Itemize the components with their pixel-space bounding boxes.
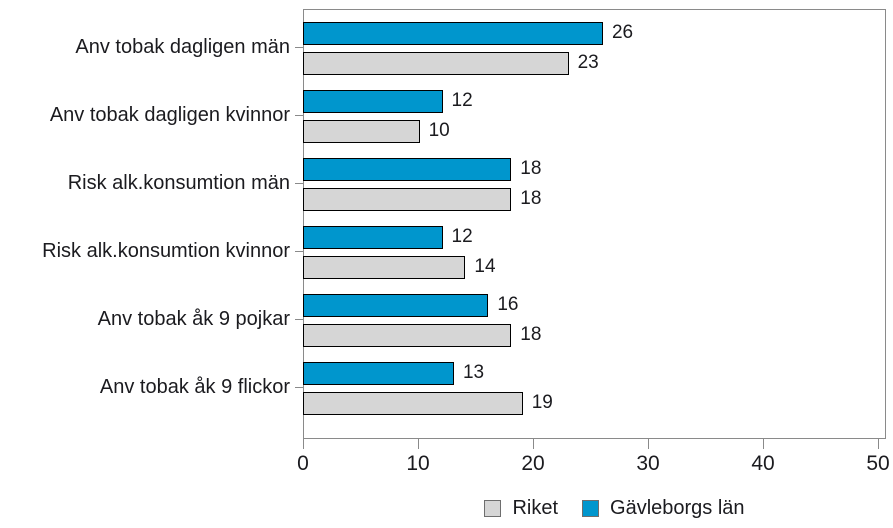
bar-value-label: 18 [520,158,542,179]
category-tick [295,183,303,184]
bar-riket: 19 [303,391,553,415]
x-axis-label: 20 [521,452,545,475]
bar-value-label: 12 [451,226,473,247]
bar-gavleborgs-lan: 16 [303,293,518,317]
bar-riket: 23 [303,51,599,75]
legend-swatch-icon [484,500,502,517]
category-tick [295,319,303,320]
x-axis-label: 0 [297,452,309,475]
bar-value-label: 18 [520,188,542,209]
category-tick [295,47,303,48]
bar-value-label: 16 [497,294,519,315]
category-tick [295,115,303,116]
category-label: Anv tobak åk 9 flickor [99,375,290,398]
bar-value-label: 26 [611,22,634,43]
x-axis-tick [533,439,534,449]
x-axis-tick [878,439,879,449]
bar-group: 18 18 [303,150,885,218]
bar-value-label: 10 [428,120,450,141]
category-label: Risk alk.konsumtion män [67,171,290,194]
x-axis-tick [648,439,649,449]
x-axis-label: 30 [636,452,660,475]
bar-gavleborgs-lan: 18 [303,157,541,181]
bar-value-label: 23 [577,52,599,73]
bar-value-label: 12 [451,90,473,111]
legend-swatch-icon [582,500,600,517]
x-axis-label: 50 [866,452,890,475]
category-label: Anv tobak dagligen män [75,35,290,58]
legend-item-gavleborgs-lan: Gävleborgs län [582,497,745,520]
bar-group: 13 19 [303,354,885,422]
legend-label: Riket [512,497,559,519]
y-axis: Anv tobak dagligen män Anv tobak daglige… [0,9,303,439]
bar-group: 26 23 [303,14,885,82]
x-axis-tick [763,439,764,449]
category-label: Anv tobak åk 9 pojkar [97,307,290,330]
category-label: Risk alk.konsumtion kvinnor [42,239,290,262]
bar-value-label: 18 [520,324,542,345]
bar-gavleborgs-lan: 12 [303,225,473,249]
bar-riket: 10 [303,119,450,143]
bar-group: 12 10 [303,82,885,150]
legend-label: Gävleborgs län [610,497,745,519]
bar-riket: 18 [303,187,541,211]
bar-group: 12 14 [303,218,885,286]
legend-item-riket: Riket [484,497,558,520]
category-label: Anv tobak dagligen kvinnor [49,103,290,126]
x-axis-tick [303,439,304,449]
category-tick [295,387,303,388]
bar-gavleborgs-lan: 26 [303,21,633,45]
x-axis: 0 10 20 30 40 50 [297,439,890,487]
bar-riket: 14 [303,255,496,279]
bar-value-label: 19 [531,392,553,413]
plot-area: 26 23 12 10 18 18 12 [303,9,886,439]
bar-value-label: 14 [474,256,496,277]
x-axis-tick [418,439,419,449]
bar-gavleborgs-lan: 12 [303,89,473,113]
x-axis-label: 10 [406,452,430,475]
bar-value-label: 13 [462,362,485,383]
chart-legend: Riket Gävleborgs län [303,497,886,520]
x-axis-label: 40 [751,452,775,475]
bar-group: 16 18 [303,286,885,354]
bar-gavleborgs-lan: 13 [303,361,484,385]
bar-riket: 18 [303,323,541,347]
category-tick [295,251,303,252]
